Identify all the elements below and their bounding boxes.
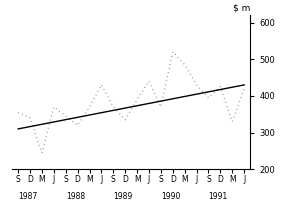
Text: 1990: 1990: [161, 192, 180, 201]
Text: $ m: $ m: [233, 3, 250, 12]
Text: 1987: 1987: [18, 192, 38, 201]
Text: 1991: 1991: [209, 192, 228, 201]
Text: 1989: 1989: [113, 192, 133, 201]
Text: 1988: 1988: [66, 192, 85, 201]
